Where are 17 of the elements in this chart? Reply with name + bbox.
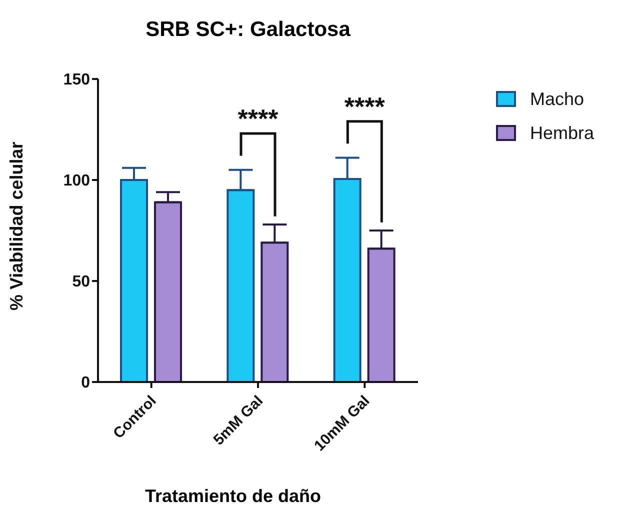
x-axis-title: Tratamiento de daño xyxy=(144,486,322,507)
annotation: **** xyxy=(238,104,280,134)
bar xyxy=(226,189,255,382)
y-tick-label: 0 xyxy=(81,374,90,392)
bar xyxy=(367,248,396,382)
legend-label: Macho xyxy=(530,88,584,110)
y-tick-label: 150 xyxy=(63,72,90,89)
bar xyxy=(260,242,289,382)
bar xyxy=(154,201,182,382)
legend-label: Hembra xyxy=(530,122,594,144)
bar xyxy=(120,179,148,382)
chart-title: SRB SC+: Galactosa xyxy=(144,17,352,43)
y-tick-label: 50 xyxy=(72,274,90,291)
y-axis-title: % Viabilidad celular xyxy=(6,142,26,310)
bar xyxy=(333,178,362,382)
y-tick-label: 100 xyxy=(63,172,90,190)
annotation: **** xyxy=(344,91,386,122)
